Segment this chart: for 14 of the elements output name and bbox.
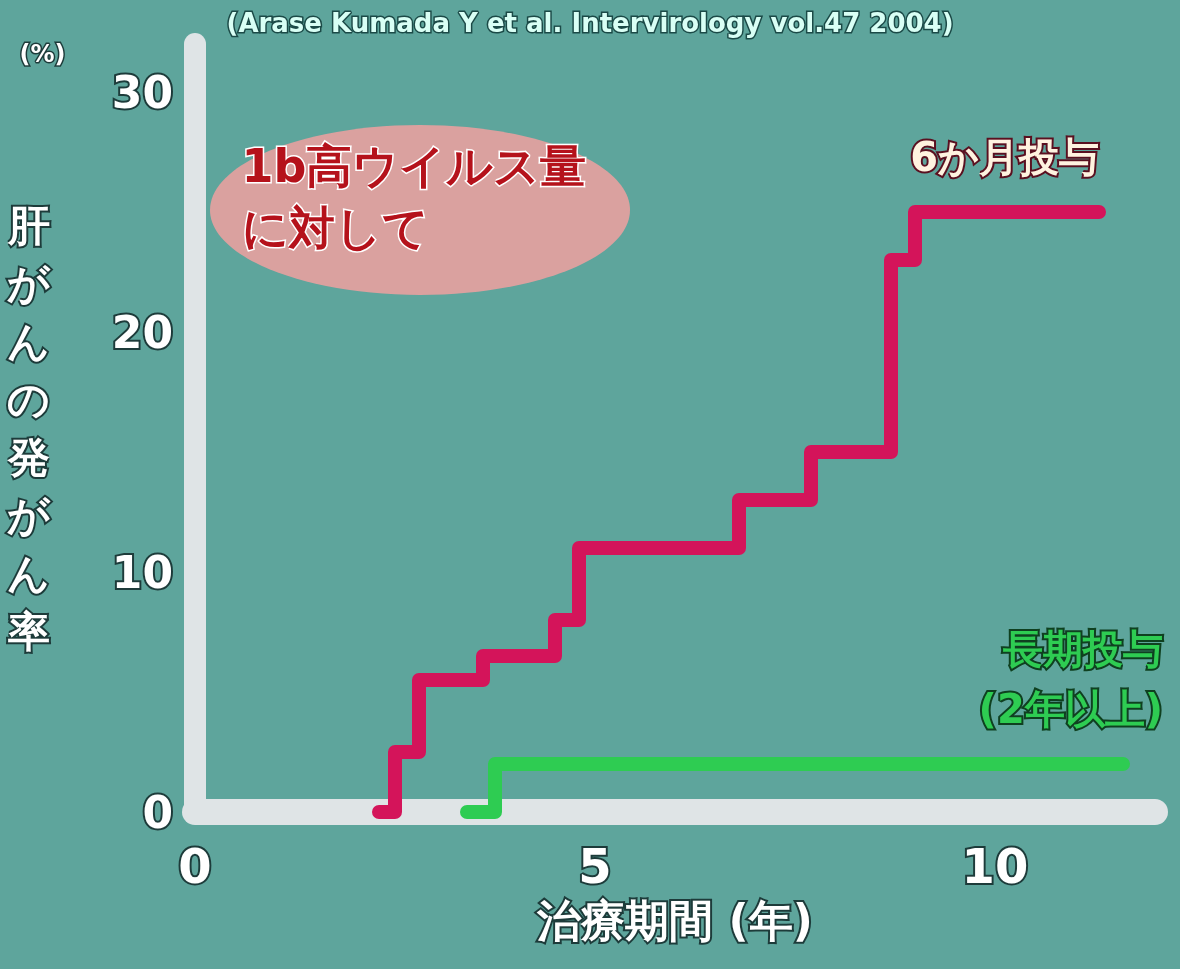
y-tick-label: 30 (111, 66, 173, 118)
x-tick-label: 0 (178, 838, 212, 894)
y-tick-label: 0 (142, 786, 173, 838)
x-tick-label: 5 (578, 838, 612, 894)
text: (Arase Kumada Y et al. Intervirology vol.47 2004) (226, 7, 954, 38)
x-tick-label: 10 (961, 838, 1029, 894)
text: (%) (19, 39, 66, 68)
x-axis-title: 治療期間 (年) (536, 895, 813, 947)
series-label: 6か月投与 (910, 134, 1099, 180)
y-tick-label: 10 (111, 546, 173, 598)
series-label: 長期投与 (2年以上) (978, 626, 1163, 732)
y-axis-title: 肝がんの発がん率 (7, 200, 51, 656)
y-tick-label: 20 (111, 306, 173, 358)
annotation: 1b高ウイルス量に対して (241, 139, 587, 255)
